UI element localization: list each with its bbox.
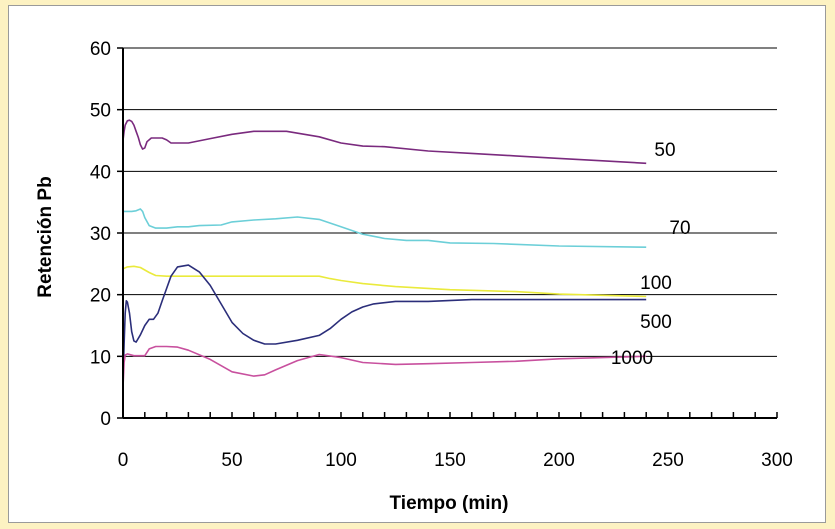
series-label-100: 100: [640, 273, 672, 294]
y-axis-title: Retención Pb: [35, 176, 56, 297]
y-tick-label-20: 20: [90, 286, 111, 307]
series-line-500: [122, 264, 647, 382]
y-tick-label-40: 40: [90, 162, 111, 183]
series-labels: 50 70 100 500 1000: [611, 140, 691, 369]
x-tick-label-250: 250: [652, 450, 684, 471]
x-tick-label-100: 100: [325, 450, 357, 471]
tick-labels: 0 10 20 30 40 50 60 0 50 100 150 200 250 300: [90, 39, 793, 471]
x-tick-label-300: 300: [761, 450, 793, 471]
x-tick-label-0: 0: [118, 450, 129, 471]
y-tick-label-0: 0: [100, 409, 111, 430]
series-label-500: 500: [640, 312, 672, 333]
x-axis-title: Tiempo (min): [390, 493, 509, 514]
series-label-1000: 1000: [611, 348, 653, 369]
series-label-70: 70: [669, 218, 690, 239]
axes: [117, 47, 778, 419]
series-line-50: [122, 119, 647, 165]
series-label-50: 50: [654, 140, 675, 161]
series-lines: [122, 119, 647, 388]
series-line-100: [122, 265, 647, 298]
y-tick-label-30: 30: [90, 224, 111, 245]
y-tick-label-10: 10: [90, 347, 111, 368]
chart-frame: [8, 5, 826, 523]
series-line-70: [123, 208, 647, 248]
gridlines: [123, 47, 777, 357]
x-tick-label-50: 50: [221, 450, 242, 471]
y-tick-label-50: 50: [90, 101, 111, 122]
series-line-1000: [122, 345, 647, 388]
y-tick-label-60: 60: [90, 39, 111, 60]
x-tick-label-150: 150: [434, 450, 466, 471]
x-tick-label-200: 200: [543, 450, 575, 471]
